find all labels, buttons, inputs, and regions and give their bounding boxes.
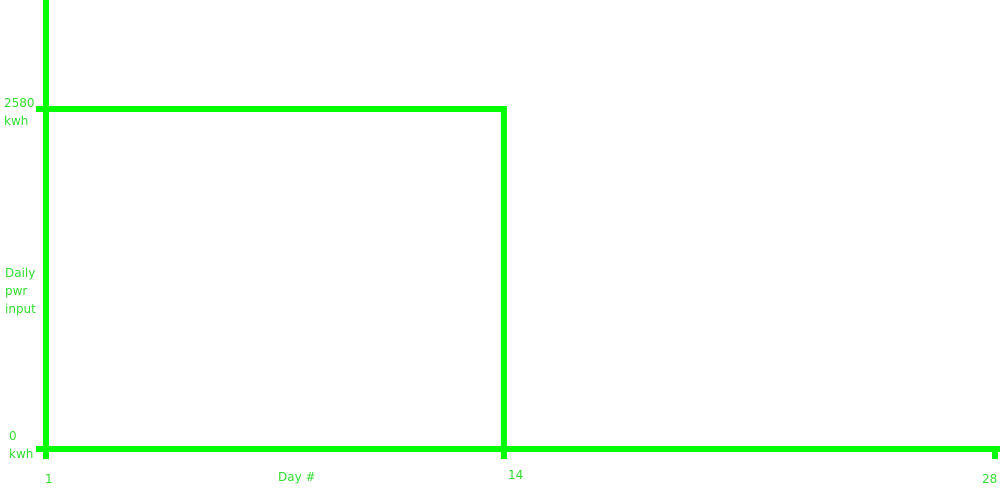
x-tick-label-1: 1 [45,472,53,486]
y-axis-label-line-3: input [5,302,36,316]
y-axis-label-line-2: pwr [5,284,28,298]
x-tick-label-14: 14 [508,468,524,482]
y-tick-label-0-unit: kwh [9,447,34,461]
x-tick-label-28: 28 [982,472,998,486]
y-tick-label-2580-unit: kwh [4,114,29,128]
series-daily-pwr-input-line [46,106,997,452]
y-axis-label-line-1: Daily [5,266,36,280]
y-tick-label-0-value: 0 [9,429,17,443]
y-tick-label-2580-value: 2580 [4,96,35,110]
x-axis-label: Day # [278,470,316,484]
